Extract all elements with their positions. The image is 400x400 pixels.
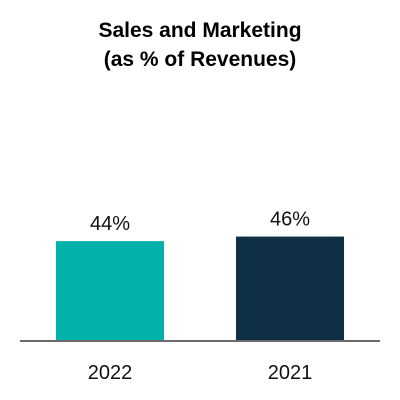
chart-subtitle: (as % of Revenues) — [103, 48, 297, 71]
bar-2021 — [236, 236, 344, 341]
chart-title: Sales and Marketing — [98, 19, 302, 42]
x-tick-label-2022: 2022 — [88, 362, 133, 384]
data-label-2022: 44% — [90, 213, 130, 235]
data-label-2021: 46% — [270, 209, 310, 231]
chart-title-block: Sales and Marketing (as % of Revenues) — [0, 16, 400, 74]
x-tick-label-2021: 2021 — [268, 362, 313, 384]
bar-2022 — [56, 241, 164, 341]
